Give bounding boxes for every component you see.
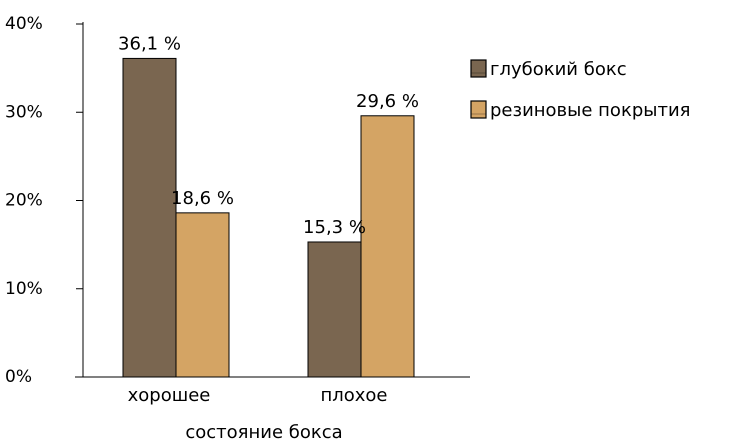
data-label: 36,1 % xyxy=(118,33,181,54)
y-tick-label: 40% xyxy=(5,14,43,34)
chart-legend: глубокий бокс резиновые покрытия xyxy=(470,59,690,121)
data-label: 29,6 % xyxy=(356,91,419,112)
chart-labels: 36,1 % 18,6 % хорошее 15,3 % 29,6 % плохое xyxy=(118,33,419,406)
x-tick-label: плохое xyxy=(320,385,387,406)
bar-deep-box-1 xyxy=(307,241,362,378)
legend-swatch xyxy=(470,59,487,78)
data-label: 15,3 % xyxy=(303,217,366,238)
bar-deep-box-0 xyxy=(122,57,177,378)
x-tick-label: хорошее xyxy=(128,385,211,406)
data-label: 18,6 % xyxy=(171,188,234,209)
bar-rubber-coating-1 xyxy=(360,115,415,378)
legend-label: глубокий бокс xyxy=(490,59,627,80)
legend-swatch xyxy=(470,100,487,119)
bar-rubber-coating-0 xyxy=(175,212,230,378)
y-tick-label: 30% xyxy=(5,102,43,122)
chart-bars xyxy=(122,57,415,378)
legend-label: резиновые покрытия xyxy=(490,100,690,121)
x-axis-title: состояние бокса xyxy=(185,422,342,441)
y-tick-label: 20% xyxy=(5,191,43,211)
y-tick-label: 0% xyxy=(5,367,32,387)
y-tick-label: 10% xyxy=(5,279,43,299)
